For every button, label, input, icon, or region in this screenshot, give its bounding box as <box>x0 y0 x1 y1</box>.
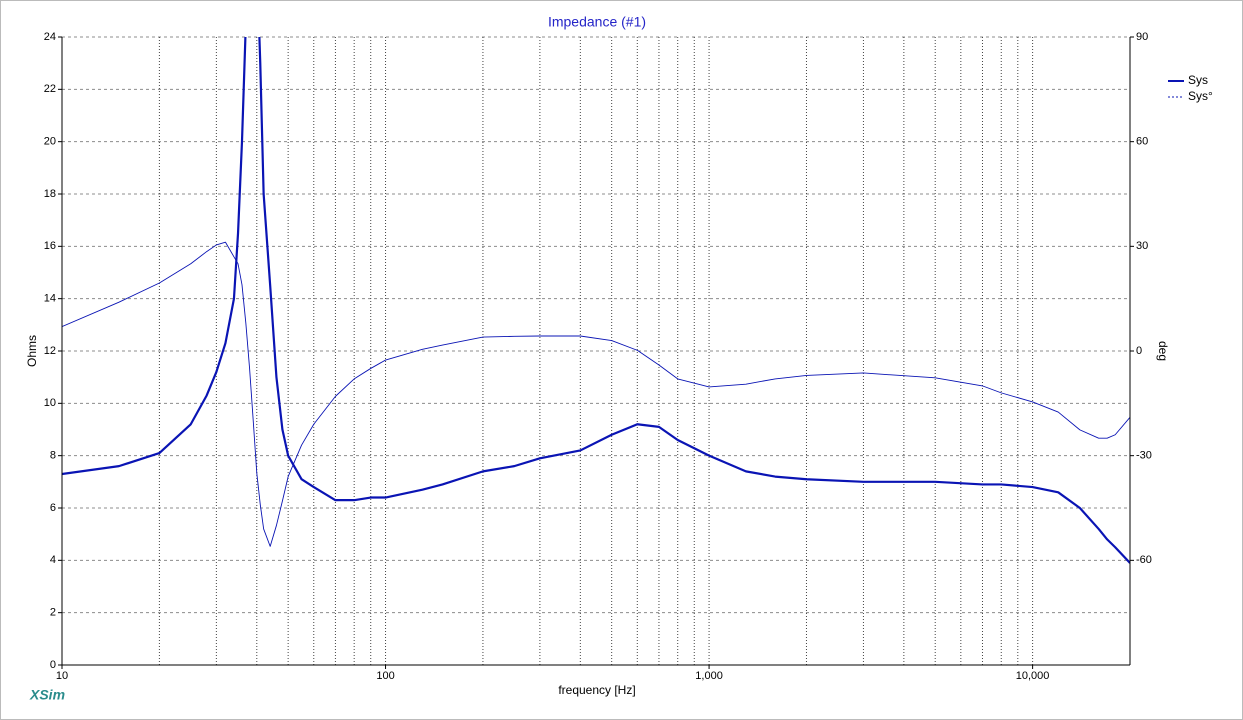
y-tick-label: 10 <box>44 397 56 409</box>
y2-tick-label: 90 <box>1136 31 1148 43</box>
y2-tick-label: -60 <box>1136 554 1152 566</box>
y-tick-label: 18 <box>44 188 56 200</box>
x-tick-label: 100 <box>376 670 394 682</box>
series-line <box>62 241 1130 547</box>
y-tick-label: 22 <box>44 83 56 95</box>
y-tick-label: 20 <box>44 136 56 148</box>
series-line <box>62 37 1130 564</box>
y2-axis-label: deg <box>1156 341 1170 361</box>
grid <box>61 36 1131 666</box>
x-axis-label: frequency [Hz] <box>558 683 635 697</box>
logo: XSim <box>29 687 65 703</box>
y-tick-label: 8 <box>50 450 56 462</box>
legend-label: Sys <box>1188 73 1208 87</box>
y-tick-label: 16 <box>44 240 56 252</box>
y-tick-label: 6 <box>50 502 56 514</box>
x-tick-label: 10,000 <box>1016 670 1050 682</box>
chart-title: Impedance (#1) <box>548 14 646 30</box>
y-tick-label: 24 <box>44 31 56 43</box>
y-tick-label: 12 <box>44 345 56 357</box>
y-tick-label: 14 <box>44 293 56 305</box>
x-tick-label: 10 <box>56 670 68 682</box>
lines <box>62 37 1130 564</box>
y2-tick-label: 60 <box>1136 136 1148 148</box>
y-axis-label: Ohms <box>25 335 39 367</box>
x-tick-label: 1,000 <box>695 670 723 682</box>
y-tick-label: 4 <box>50 554 56 566</box>
y-tick-label: 0 <box>50 659 56 671</box>
legend-label: Sys° <box>1188 89 1213 103</box>
y2-tick-label: 0 <box>1136 345 1142 357</box>
y-tick-label: 2 <box>50 607 56 619</box>
y2-tick-label: 30 <box>1136 240 1148 252</box>
y2-tick-label: -30 <box>1136 450 1152 462</box>
